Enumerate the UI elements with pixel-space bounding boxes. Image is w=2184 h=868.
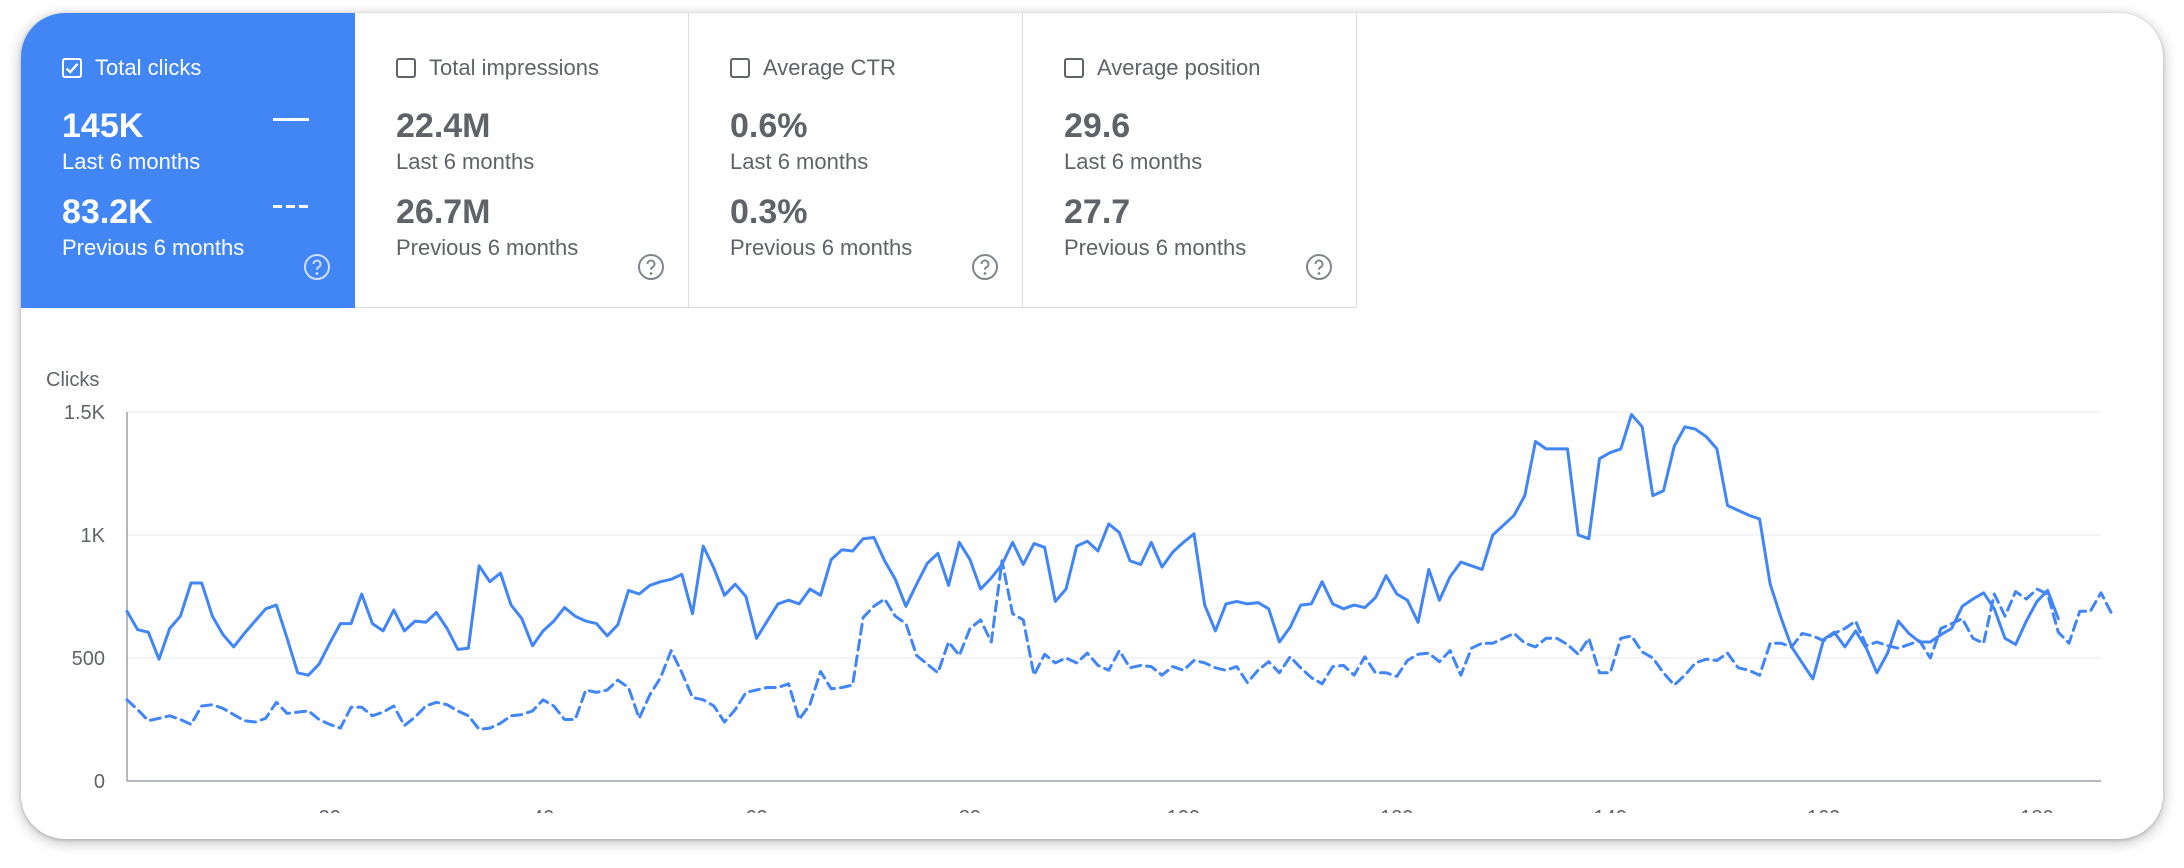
metric-average-ctr[interactable]: Average CTR 0.6% Last 6 months 0.3% Prev… (689, 13, 1023, 308)
x-tick-label: 160 (1807, 807, 1840, 813)
metric-total-impressions[interactable]: Total impressions 22.4M Last 6 months 26… (355, 13, 689, 308)
x-tick-label: 40 (532, 807, 554, 813)
metric-period: Last 6 months (396, 149, 535, 174)
y-tick-label: 1.5K (64, 402, 106, 424)
solid-line-legend-icon (273, 118, 309, 121)
metric-value: 0.6% (730, 107, 808, 145)
help-icon[interactable] (1305, 253, 1333, 281)
metric-previous-period: Previous 6 months (1064, 235, 1247, 260)
x-tick-label: 20 (319, 807, 341, 813)
metric-period: Last 6 months (62, 149, 201, 174)
metric-tabs: Total clicks 145K Last 6 months 83.2K Pr… (21, 13, 1357, 308)
performance-card: Total clicks 145K Last 6 months 83.2K Pr… (21, 13, 2163, 839)
metric-period: Last 6 months (730, 149, 869, 174)
metric-previous-value: 83.2K (62, 193, 153, 231)
current-period-line (125, 413, 2060, 681)
metric-value: 22.4M (396, 107, 491, 145)
metric-previous-period: Previous 6 months (730, 235, 913, 260)
x-tick-label: 100 (1167, 807, 1200, 813)
help-icon[interactable] (637, 253, 665, 281)
metric-label: Total clicks (95, 55, 202, 80)
checkbox-checked-icon[interactable] (62, 58, 82, 78)
metric-previous-value: 26.7M (396, 193, 491, 231)
metric-label: Average position (1097, 55, 1261, 80)
previous-period-line (125, 559, 2114, 731)
y-axis-label: Clicks (46, 369, 99, 391)
metric-previous-value: 27.7 (1064, 193, 1131, 231)
metric-average-position[interactable]: Average position 29.6 Last 6 months 27.7… (1023, 13, 1357, 308)
metric-previous-period: Previous 6 months (62, 235, 245, 260)
metric-value: 145K (62, 107, 144, 145)
help-icon[interactable] (303, 253, 331, 281)
x-tick-label: 140 (1593, 807, 1626, 813)
metric-previous-value: 0.3% (730, 193, 808, 231)
x-tick-label: 60 (745, 807, 767, 813)
checkbox-icon[interactable] (396, 58, 416, 78)
x-tick-label: 120 (1380, 807, 1413, 813)
y-tick-label: 1K (81, 525, 106, 547)
metric-label: Total impressions (429, 55, 599, 80)
x-tick-label: 180 (2020, 807, 2053, 813)
metric-total-clicks[interactable]: Total clicks 145K Last 6 months 83.2K Pr… (21, 13, 355, 308)
y-tick-label: 500 (72, 648, 105, 670)
x-tick-label: 80 (959, 807, 981, 813)
metric-period: Last 6 months (1064, 149, 1203, 174)
dashed-line-legend-icon (273, 205, 309, 208)
clicks-line-chart: Clicks 0 500 1K 1.5K 20 40 60 80 100 120 140 160 18… (46, 369, 2114, 813)
metric-previous-period: Previous 6 months (396, 235, 579, 260)
metric-label: Average CTR (763, 55, 896, 80)
checkbox-icon[interactable] (1064, 58, 1084, 78)
y-tick-label: 0 (94, 771, 105, 793)
help-icon[interactable] (971, 253, 999, 281)
metric-value: 29.6 (1064, 107, 1131, 145)
checkbox-icon[interactable] (730, 58, 750, 78)
